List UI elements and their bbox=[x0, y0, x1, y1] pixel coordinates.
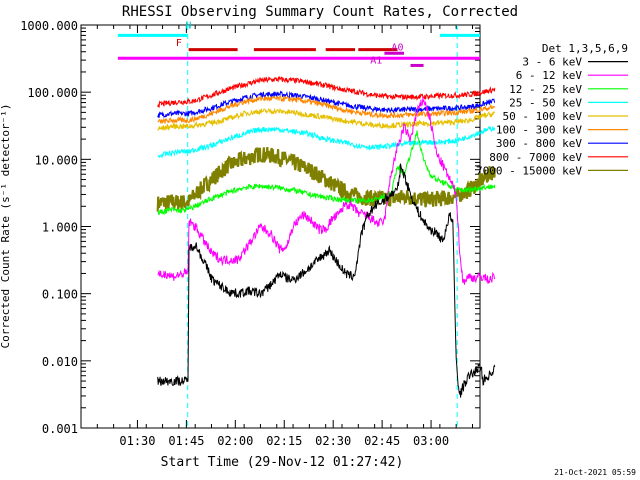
x-axis-label: Start Time (29-Nov-12 01:27:42) bbox=[161, 455, 404, 470]
legend-label: 25 - 50 keV bbox=[509, 96, 582, 109]
y-tick-label: 0.010 bbox=[42, 355, 78, 369]
series-line-3 bbox=[157, 130, 496, 216]
legend-label: 300 - 800 keV bbox=[496, 137, 582, 150]
y-tick-label: 1.000 bbox=[42, 221, 78, 235]
flag-label: F bbox=[176, 38, 182, 49]
x-tick-label: 02:45 bbox=[364, 434, 400, 448]
x-tick-label: 01:45 bbox=[168, 434, 204, 448]
x-tick-label: 03:00 bbox=[413, 434, 449, 448]
flag-label: A0 bbox=[391, 42, 403, 53]
legend-label: 6 - 12 keV bbox=[516, 69, 583, 82]
legend-label: 3 - 6 keV bbox=[522, 56, 582, 69]
legend-label: 800 - 7000 keV bbox=[489, 151, 582, 164]
legend-label: 12 - 25 keV bbox=[509, 83, 582, 96]
series-line-5 bbox=[157, 107, 496, 132]
footer-timestamp: 21-Oct-2021 05:59 bbox=[554, 468, 636, 477]
y-axis-label: Corrected Count Rate (s⁻¹ detector⁻¹) bbox=[0, 103, 12, 348]
x-tick-label: 02:30 bbox=[315, 434, 351, 448]
y-tick-label: 1000.000 bbox=[20, 19, 78, 33]
y-tick-label: 10.000 bbox=[35, 153, 78, 167]
series-line-6 bbox=[157, 94, 496, 124]
x-tick-label: 01:30 bbox=[119, 434, 155, 448]
legend-label: 7000 - 15000 keV bbox=[476, 164, 582, 177]
series-line-2 bbox=[157, 97, 496, 285]
x-tick-label: 02:15 bbox=[266, 434, 302, 448]
y-tick-label: 100.000 bbox=[27, 86, 78, 100]
chart-title: RHESSI Observing Summary Count Rates, Co… bbox=[122, 4, 518, 20]
series-line-8 bbox=[157, 75, 496, 108]
x-tick-label: 02:00 bbox=[217, 434, 253, 448]
flag-label: N bbox=[185, 21, 191, 32]
series-line-4 bbox=[157, 125, 496, 159]
legend-label: 50 - 100 keV bbox=[503, 110, 583, 123]
legend-title: Det 1,3,5,6,9 bbox=[542, 42, 628, 55]
plot-frame bbox=[80, 24, 481, 429]
legend-label: 100 - 300 keV bbox=[496, 124, 582, 137]
series-line-9 bbox=[156, 147, 496, 212]
flag-label: A1 bbox=[370, 56, 382, 67]
y-tick-label: 0.100 bbox=[42, 288, 78, 302]
series-line-1 bbox=[157, 163, 496, 398]
series-line-7 bbox=[157, 90, 496, 119]
y-tick-label: 0.001 bbox=[42, 422, 78, 436]
